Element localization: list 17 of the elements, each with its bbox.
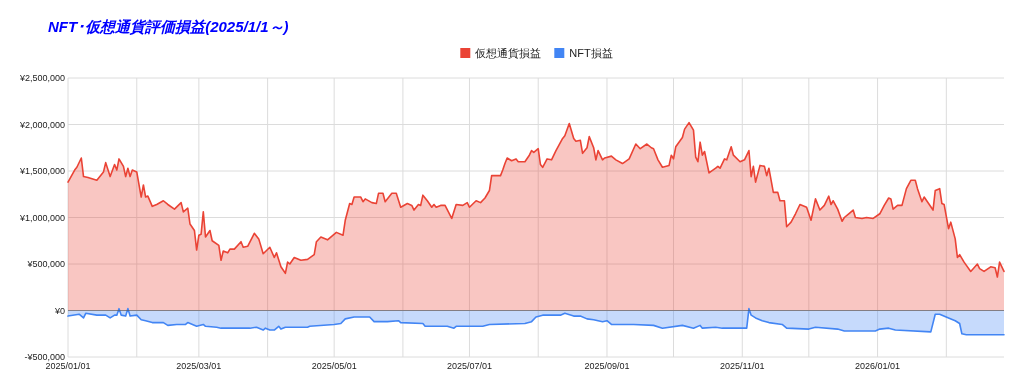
x-tick-label: 2025/01/01 [45,361,91,371]
x-tick-label: 2025/07/01 [446,361,492,371]
x-tick-label: 2025/11/01 [720,361,765,371]
y-tick-label: ¥500,000 [26,259,65,269]
y-tick-label: ¥0 [53,305,65,316]
chart-title: NFT･仮想通貨評価損益(2025/1/1～) [48,18,289,36]
y-tick-label: -¥500,000 [24,352,65,362]
x-tick-label: 2025/05/01 [311,361,357,371]
y-tick-label: ¥2,000,000 [18,119,65,130]
y-tick-label: ¥1,500,000 [18,166,65,176]
y-tick-label: ¥1,000,000 [18,212,65,223]
x-tick-label: 2026/01/01 [855,361,901,371]
legend-label: NFT損益 [569,47,613,59]
y-tick-label: ¥2,500,000 [18,73,65,83]
x-tick-label: 2025/03/01 [176,361,222,371]
x-tick-label: 2025/09/01 [584,361,630,371]
legend-label: 仮想通貨損益 [475,47,542,59]
